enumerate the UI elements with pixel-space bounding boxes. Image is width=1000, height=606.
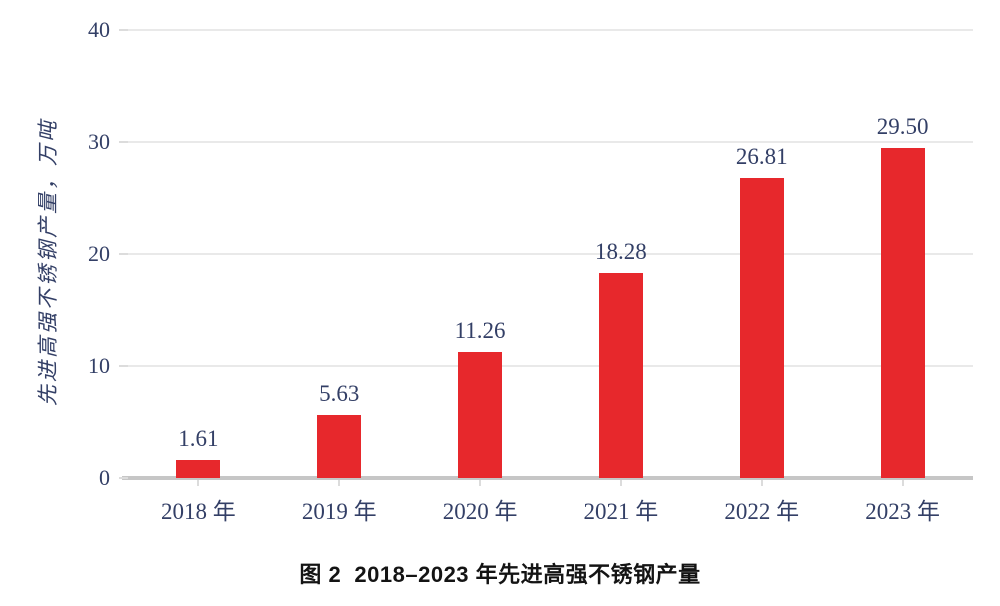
bar bbox=[739, 177, 784, 478]
y-tick-mark bbox=[119, 29, 128, 31]
y-tick-mark bbox=[119, 365, 128, 367]
x-tick-label: 2023 年 bbox=[865, 499, 940, 524]
y-tick-mark bbox=[119, 253, 128, 255]
bar bbox=[317, 414, 362, 478]
y-tick-mark bbox=[119, 141, 128, 143]
x-tick-mark bbox=[197, 480, 200, 486]
bar-value-label: 26.81 bbox=[735, 143, 788, 169]
gridline bbox=[128, 253, 973, 255]
bar-value-label: 18.28 bbox=[595, 239, 647, 265]
y-tick-label: 20 bbox=[88, 241, 110, 266]
y-tick-label: 10 bbox=[88, 353, 110, 378]
bar-value-label: 5.63 bbox=[319, 380, 360, 406]
bar bbox=[176, 459, 221, 478]
bar bbox=[598, 273, 643, 478]
gridline bbox=[128, 365, 973, 367]
bar-value-label: 1.61 bbox=[178, 425, 219, 451]
x-tick-mark bbox=[619, 480, 622, 486]
y-tick-label: 40 bbox=[88, 17, 110, 42]
bar bbox=[458, 351, 503, 478]
y-tick-label: 0 bbox=[99, 465, 110, 490]
bar-value-label: 11.26 bbox=[454, 317, 506, 343]
gridline bbox=[128, 29, 973, 31]
x-tick-label: 2021 年 bbox=[583, 499, 659, 524]
x-tick-mark bbox=[760, 480, 763, 486]
y-tick-mark bbox=[119, 477, 128, 479]
bar bbox=[880, 147, 925, 478]
x-tick-label: 2018 年 bbox=[161, 499, 236, 524]
x-tick-label: 2020 年 bbox=[442, 499, 518, 524]
x-tick-label: 2022 年 bbox=[724, 499, 800, 524]
y-tick-label: 30 bbox=[88, 129, 110, 154]
bar-value-label: 29.50 bbox=[876, 113, 929, 139]
gridline bbox=[128, 141, 973, 143]
x-tick-mark bbox=[479, 480, 482, 486]
x-tick-label: 2019 年 bbox=[301, 499, 377, 524]
x-tick-mark bbox=[901, 480, 904, 486]
x-axis-line bbox=[122, 476, 973, 480]
plot-area: 0 10 20 30 40 1.61 2018 年 5.63 2019 年 11.26 2020 年… bbox=[88, 17, 973, 524]
figure-caption: 图 2 2018–2023 年先进高强不锈钢产量 bbox=[299, 562, 701, 587]
x-tick-mark bbox=[338, 480, 341, 486]
